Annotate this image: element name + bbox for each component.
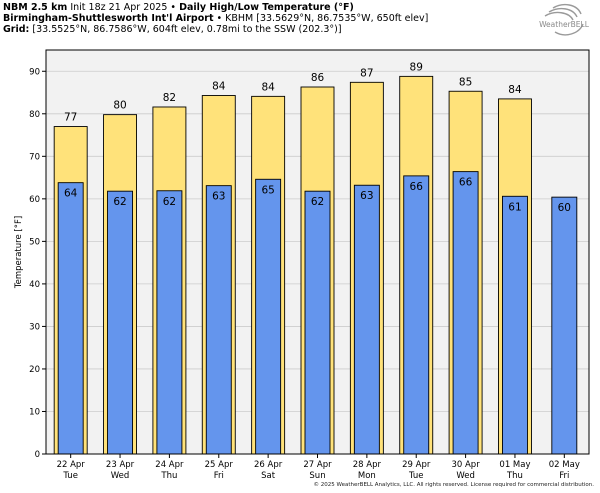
low-temp-bar: [205, 185, 232, 455]
x-tick-day: Tue: [62, 471, 78, 481]
y-tick-label: 60: [29, 195, 40, 205]
x-tick-day: Wed: [111, 471, 130, 481]
high-temp-label: 82: [163, 92, 176, 104]
x-tick-day: Wed: [456, 471, 475, 481]
low-temp-label: 63: [360, 190, 373, 202]
separator: •: [170, 2, 177, 13]
x-tick-day: Thu: [160, 471, 177, 481]
x-tick-date: 25 Apr: [205, 460, 234, 470]
y-tick-label: 0: [35, 450, 40, 460]
low-temp-label: 63: [212, 191, 225, 203]
low-temp-bar: [57, 182, 84, 455]
chart-header-line-3: Grid: [33.5525°N, 86.7586°W, 604ft elev,…: [3, 24, 342, 36]
low-temp-label: 62: [163, 196, 176, 208]
low-temp-label: 60: [558, 202, 571, 214]
x-tick-date: 27 Apr: [303, 460, 332, 470]
low-temp-label: 65: [261, 184, 274, 196]
low-temp-bar: [502, 195, 528, 455]
low-temp-bar: [452, 171, 479, 455]
x-tick-date: 23 Apr: [106, 460, 135, 470]
logo-text: WeatherBELL: [539, 20, 590, 29]
x-tick-day: Thu: [506, 471, 523, 481]
high-temp-label: 87: [360, 67, 373, 79]
high-temp-label: 84: [261, 81, 275, 93]
y-tick-label: 40: [29, 280, 40, 290]
x-tick-day: Sun: [309, 471, 325, 481]
low-temp-label: 64: [64, 188, 78, 200]
low-temp-bar: [551, 196, 578, 455]
x-tick-date: 26 Apr: [254, 460, 283, 470]
y-tick-label: 10: [29, 407, 40, 417]
x-tick-date: 01 May: [499, 460, 530, 470]
high-temp-label: 85: [459, 76, 472, 88]
grid-label: Grid:: [3, 24, 30, 35]
y-tick-label: 70: [29, 152, 40, 162]
init-time: Init 18z 21 Apr 2025: [70, 2, 168, 13]
low-temp-bar: [156, 190, 183, 455]
x-tick-day: Sat: [261, 471, 276, 481]
low-temp-bar: [353, 184, 380, 455]
x-tick-date: 28 Apr: [353, 460, 382, 470]
x-tick-day: Fri: [559, 471, 569, 481]
copyright-footer: © 2025 WeatherBELL Analytics, LLC. All r…: [313, 482, 594, 488]
station-info: KBHM [33.5629°N, 86.7535°W, 650ft elev]: [225, 13, 429, 24]
station-name: Birmingham-Shuttlesworth Int'l Airport: [3, 13, 214, 24]
high-temp-label: 80: [113, 100, 126, 112]
x-tick-day: Tue: [408, 471, 424, 481]
separator: •: [216, 13, 223, 24]
y-tick-label: 30: [29, 322, 40, 332]
low-temp-label: 66: [410, 181, 424, 193]
x-tick-day: Fri: [214, 471, 224, 481]
x-tick-date: 29 Apr: [402, 460, 431, 470]
x-tick-day: Mon: [358, 471, 376, 481]
x-tick-date: 22 Apr: [57, 460, 86, 470]
low-temp-bar: [304, 190, 331, 455]
low-temp-bar: [107, 190, 133, 455]
y-tick-label: 50: [29, 237, 40, 247]
low-temp-label: 62: [113, 196, 126, 208]
high-temp-label: 86: [311, 72, 325, 84]
low-temp-bar: [403, 175, 430, 455]
high-temp-label: 89: [410, 61, 423, 73]
product-title: Daily High/Low Temperature (°F): [179, 2, 354, 13]
y-tick-label: 90: [29, 67, 40, 77]
y-tick-label: 80: [29, 110, 40, 120]
low-temp-bar: [255, 178, 282, 455]
y-tick-label: 20: [29, 365, 40, 375]
bar-value-labels: 77 64 80 62 82 62 84 63 84 65 86 62 87 63 89 66 85 66 84 61…: [64, 61, 571, 214]
high-temp-label: 84: [508, 84, 522, 96]
grid-info: [33.5525°N, 86.7586°W, 604ft elev, 0.78m…: [32, 24, 342, 35]
weatherbell-logo: WeatherBELL: [539, 3, 590, 36]
chart-header-line-1: NBM 2.5 km Init 18z 21 Apr 2025 • Daily …: [3, 2, 354, 14]
low-temp-label: 61: [508, 201, 521, 213]
high-temp-label: 84: [212, 81, 226, 93]
low-temp-label: 66: [459, 177, 473, 189]
model-name: NBM 2.5 km: [3, 2, 68, 13]
x-tick-date: 24 Apr: [155, 460, 184, 470]
bars: [53, 75, 578, 455]
plot-frame: [45, 49, 590, 455]
chart-header-line-2: Birmingham-Shuttlesworth Int'l Airport •…: [3, 13, 428, 25]
x-tick-date: 30 Apr: [451, 460, 480, 470]
low-temp-label: 62: [311, 196, 324, 208]
high-temp-label: 77: [64, 112, 77, 124]
y-axis-label: Temperature [°F]: [14, 216, 24, 289]
x-tick-date: 02 May: [549, 460, 580, 470]
